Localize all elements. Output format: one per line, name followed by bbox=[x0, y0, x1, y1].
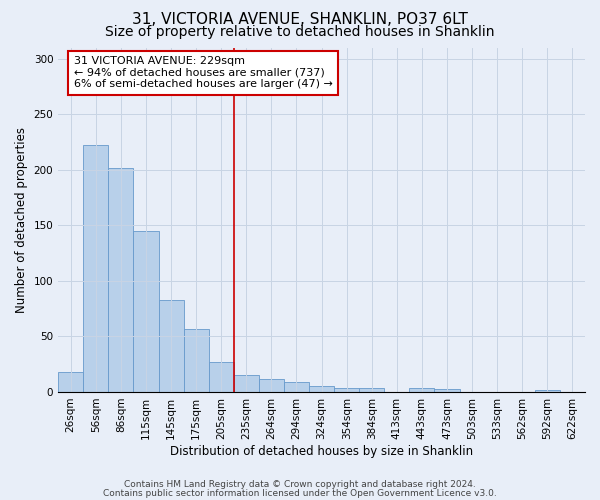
Bar bbox=[284, 382, 309, 392]
Bar bbox=[83, 146, 109, 392]
Bar bbox=[158, 300, 184, 392]
Bar bbox=[209, 362, 234, 392]
Text: Contains public sector information licensed under the Open Government Licence v3: Contains public sector information licen… bbox=[103, 488, 497, 498]
Bar bbox=[184, 328, 209, 392]
Bar bbox=[434, 388, 460, 392]
X-axis label: Distribution of detached houses by size in Shanklin: Distribution of detached houses by size … bbox=[170, 444, 473, 458]
Bar bbox=[133, 231, 158, 392]
Bar bbox=[535, 390, 560, 392]
Y-axis label: Number of detached properties: Number of detached properties bbox=[15, 126, 28, 312]
Bar bbox=[234, 376, 259, 392]
Text: 31 VICTORIA AVENUE: 229sqm
← 94% of detached houses are smaller (737)
6% of semi: 31 VICTORIA AVENUE: 229sqm ← 94% of deta… bbox=[74, 56, 333, 90]
Bar bbox=[58, 372, 83, 392]
Bar bbox=[409, 388, 434, 392]
Bar bbox=[359, 388, 385, 392]
Bar bbox=[259, 378, 284, 392]
Bar bbox=[334, 388, 359, 392]
Bar bbox=[109, 168, 133, 392]
Text: Size of property relative to detached houses in Shanklin: Size of property relative to detached ho… bbox=[105, 25, 495, 39]
Text: Contains HM Land Registry data © Crown copyright and database right 2024.: Contains HM Land Registry data © Crown c… bbox=[124, 480, 476, 489]
Bar bbox=[309, 386, 334, 392]
Text: 31, VICTORIA AVENUE, SHANKLIN, PO37 6LT: 31, VICTORIA AVENUE, SHANKLIN, PO37 6LT bbox=[132, 12, 468, 28]
